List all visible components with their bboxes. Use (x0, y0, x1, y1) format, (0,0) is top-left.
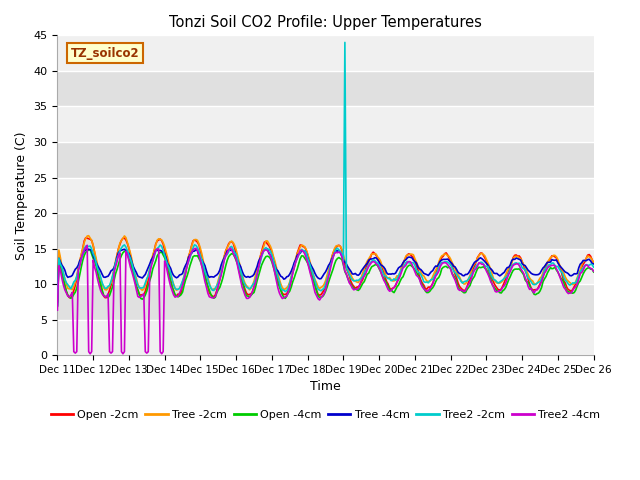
Bar (58, 213, 594, 249)
Bar (58, 320, 594, 355)
Y-axis label: Soil Temperature (C): Soil Temperature (C) (15, 131, 28, 260)
Bar (58, 284, 594, 320)
Bar (58, 36, 594, 71)
X-axis label: Time: Time (310, 381, 341, 394)
Bar (58, 107, 594, 142)
Text: TZ_soilco2: TZ_soilco2 (71, 47, 140, 60)
Bar (58, 178, 594, 213)
Bar (58, 71, 594, 107)
Legend: Open -2cm, Tree -2cm, Open -4cm, Tree -4cm, Tree2 -2cm, Tree2 -4cm: Open -2cm, Tree -2cm, Open -4cm, Tree -4… (46, 406, 605, 424)
Bar (58, 249, 594, 284)
Bar (58, 142, 594, 178)
Title: Tonzi Soil CO2 Profile: Upper Temperatures: Tonzi Soil CO2 Profile: Upper Temperatur… (169, 15, 482, 30)
